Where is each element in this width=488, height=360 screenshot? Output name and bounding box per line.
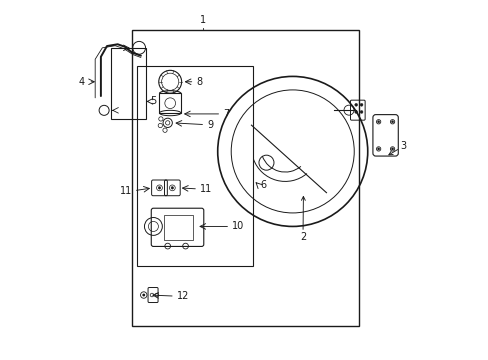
Bar	[110, 48, 146, 119]
Circle shape	[354, 111, 357, 113]
Text: 9: 9	[206, 120, 213, 130]
Circle shape	[359, 103, 362, 106]
Circle shape	[171, 186, 173, 189]
Text: 1: 1	[200, 15, 206, 24]
Circle shape	[377, 121, 379, 123]
Text: 8: 8	[196, 77, 202, 87]
Text: 5: 5	[149, 96, 156, 107]
Text: 11: 11	[200, 184, 212, 194]
Text: 10: 10	[231, 221, 244, 231]
Circle shape	[158, 186, 161, 189]
Text: 2: 2	[299, 197, 305, 242]
Circle shape	[359, 111, 362, 113]
Circle shape	[377, 148, 379, 150]
Text: 4: 4	[78, 77, 84, 87]
Text: 3: 3	[388, 141, 406, 155]
Bar	[164, 215, 192, 240]
Bar	[137, 66, 253, 266]
Circle shape	[142, 294, 145, 296]
Circle shape	[391, 121, 393, 123]
Circle shape	[391, 148, 393, 150]
Text: 7: 7	[223, 109, 229, 119]
Text: 6: 6	[260, 180, 266, 190]
Bar	[132, 30, 358, 327]
Text: 12: 12	[176, 291, 189, 301]
Circle shape	[354, 103, 357, 106]
Text: 11: 11	[120, 186, 132, 196]
Bar	[159, 93, 181, 113]
